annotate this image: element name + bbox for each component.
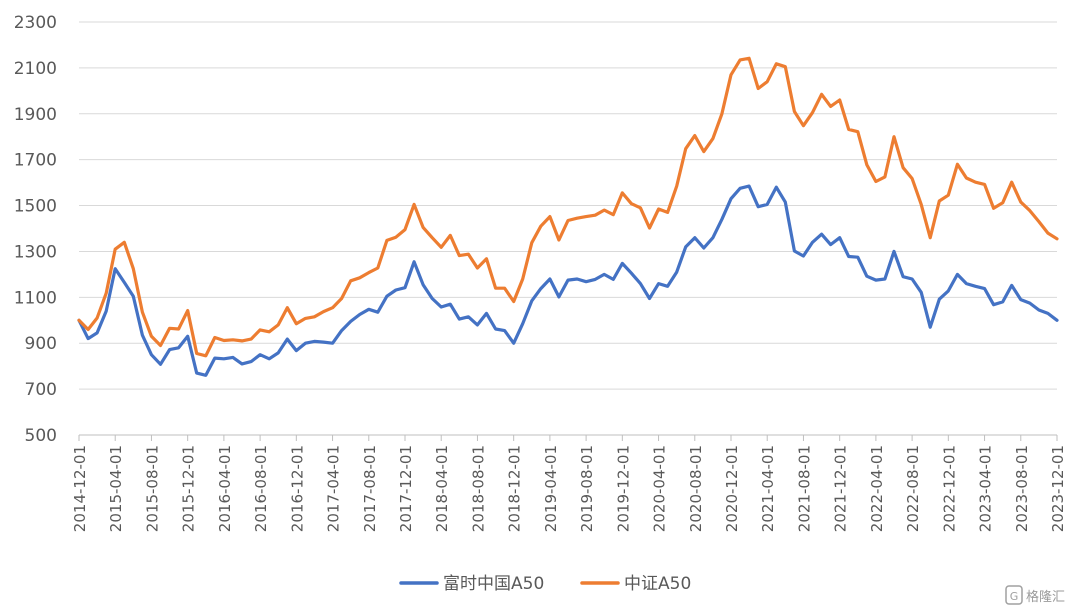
gridlines xyxy=(79,21,1057,390)
x-tick-label: 2020-08-01 xyxy=(687,445,705,532)
y-tick-label: 1900 xyxy=(14,105,57,125)
x-tick-label: 2015-04-01 xyxy=(107,445,125,532)
g-logo-letter: G xyxy=(1010,590,1019,603)
x-tick-label: 2022-04-01 xyxy=(868,445,886,532)
x-tick-label: 2023-04-01 xyxy=(977,445,995,532)
x-tick-label: 2017-08-01 xyxy=(361,445,379,532)
legend-label: 中证A50 xyxy=(624,574,691,594)
watermark-text: 格隆汇 xyxy=(1026,589,1065,605)
y-tick-label: 1100 xyxy=(14,288,57,308)
x-tick-label: 2017-04-01 xyxy=(325,445,343,532)
x-tick-label: 2021-04-01 xyxy=(759,445,777,532)
legend: 富时中国A50 中证A50 xyxy=(399,574,691,594)
x-tick-label: 2018-08-01 xyxy=(469,445,487,532)
x-tick-label: 2018-04-01 xyxy=(433,445,451,532)
y-tick-label: 2300 xyxy=(14,13,57,33)
y-tick-label: 900 xyxy=(25,334,57,354)
x-tick-label: 2019-08-01 xyxy=(578,445,596,532)
x-tick-label: 2022-12-01 xyxy=(940,445,958,532)
y-tick-label: 2100 xyxy=(14,59,57,79)
y-tick-label: 1700 xyxy=(14,151,57,171)
watermark: G 格隆汇 xyxy=(1005,585,1065,605)
x-tick-label: 2020-12-01 xyxy=(723,445,741,532)
x-tick-label: 2019-12-01 xyxy=(614,445,632,532)
x-tick-label: 2016-08-01 xyxy=(252,445,270,532)
x-tick-label: 2023-08-01 xyxy=(1013,445,1031,532)
x-tick-label: 2014-12-01 xyxy=(71,445,89,532)
x-tick-label: 2021-12-01 xyxy=(832,445,850,532)
y-tick-label: 1500 xyxy=(14,197,57,217)
x-axis-ticks: 2014-12-01 2015-04-01 2015-08-01 2015-12-01… xyxy=(71,435,1067,532)
x-tick-label: 2018-12-01 xyxy=(506,445,524,532)
x-tick-label: 2017-12-01 xyxy=(397,445,415,532)
y-tick-label: 700 xyxy=(25,380,57,400)
series-line-0 xyxy=(77,184,1059,377)
x-tick-label: 2016-04-01 xyxy=(216,445,234,532)
x-tick-label: 2021-08-01 xyxy=(795,445,813,532)
x-tick-label: 2015-08-01 xyxy=(143,445,161,532)
series-lines xyxy=(77,56,1059,377)
x-tick-label: 2023-12-01 xyxy=(1049,445,1067,532)
series-line-1 xyxy=(77,56,1059,358)
legend-label: 富时中国A50 xyxy=(443,574,544,594)
y-axis-ticks: 500 700 900 1100 1300 1500 1700 1900 2100 2300 xyxy=(14,13,57,446)
y-tick-label: 500 xyxy=(25,426,57,446)
x-tick-label: 2015-12-01 xyxy=(180,445,198,532)
g-logo-icon xyxy=(1005,585,1023,605)
x-tick-label: 2022-08-01 xyxy=(904,445,922,532)
y-tick-label: 1300 xyxy=(14,242,57,262)
x-tick-label: 2019-04-01 xyxy=(542,445,560,532)
x-tick-label: 2020-04-01 xyxy=(651,445,669,532)
x-tick-label: 2016-12-01 xyxy=(288,445,306,532)
